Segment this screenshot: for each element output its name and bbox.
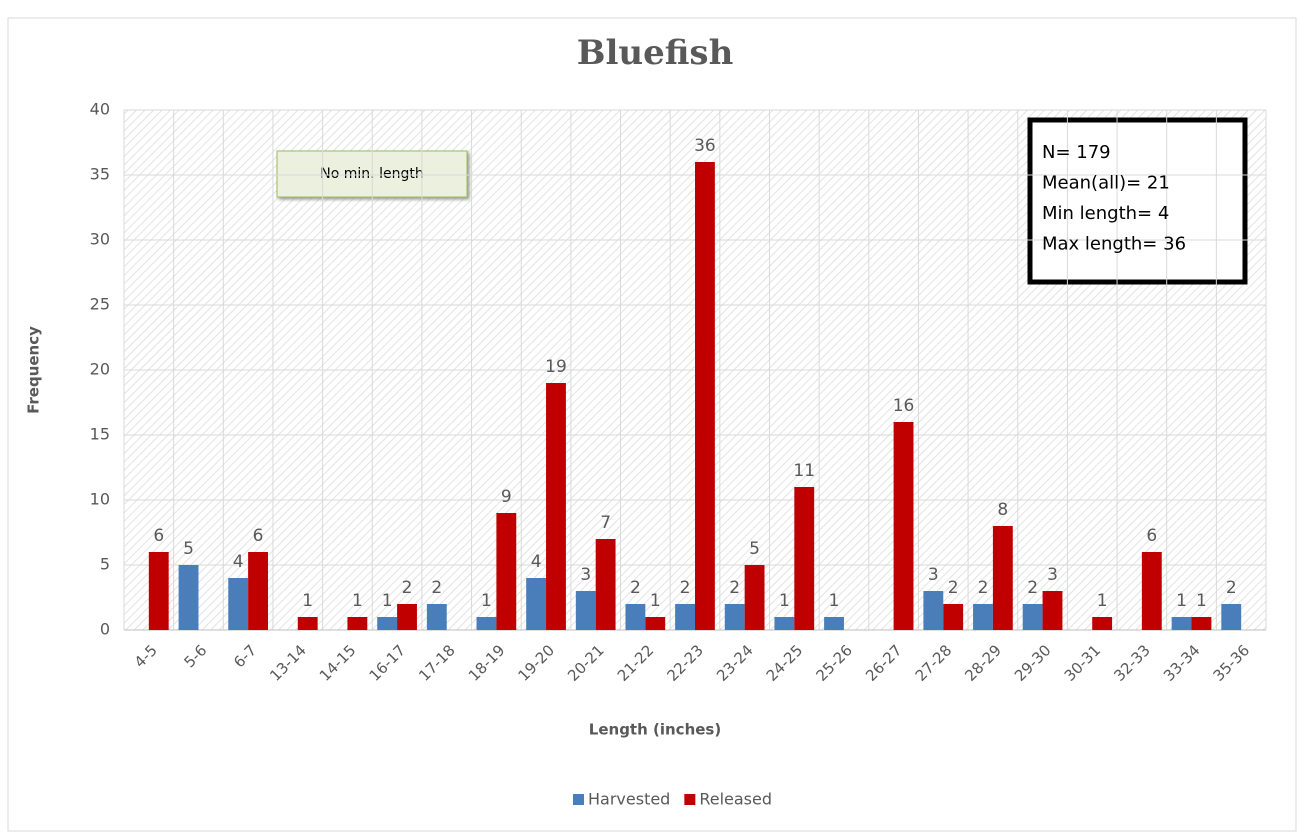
data-label: 1 [481,591,492,611]
data-label: 2 [630,578,641,598]
data-label: 2 [1226,578,1237,598]
bar [347,617,368,630]
bar [1191,617,1212,630]
data-label: 3 [928,565,939,585]
bar [992,526,1013,630]
bar [973,604,993,630]
bar [377,617,398,630]
data-label: 11 [793,461,815,481]
bar [625,604,646,630]
data-label: 1 [382,591,393,611]
data-label: 2 [402,578,413,598]
legend-label: Harvested [588,790,670,809]
stats-box [1027,117,1248,285]
y-tick-label: 25 [90,295,110,314]
data-label: 16 [893,396,915,416]
data-label: 1 [352,591,363,611]
bar [774,617,795,630]
legend-swatch [573,794,584,805]
bar [943,604,964,630]
data-label: 1 [829,591,840,611]
data-label: 4 [233,552,244,572]
bar [794,487,815,630]
data-label: 9 [501,487,512,507]
y-tick-label: 30 [90,230,110,249]
data-label: 8 [997,500,1008,520]
bar [645,617,666,630]
bar [297,617,318,630]
bar [1171,617,1192,630]
stats-line: Min length= 4 [1042,203,1169,224]
y-tick-label: 5 [100,555,110,574]
y-tick-label: 40 [90,100,110,119]
bar [1042,591,1063,630]
bar [1022,604,1043,630]
stats-line: Max length= 36 [1042,234,1186,255]
bar [695,162,715,630]
bar [476,617,497,630]
bar [148,552,169,630]
bar [546,383,566,630]
data-label: 3 [580,565,591,585]
data-label: 5 [749,539,760,559]
y-tick-label: 20 [90,360,110,379]
data-label: 2 [431,578,442,598]
bar [228,578,249,630]
data-label: 1 [1176,591,1187,611]
data-label: 3 [1047,565,1058,585]
bar [923,591,944,630]
bar [595,539,616,630]
legend-label: Released [699,790,772,809]
data-label: 2 [680,578,691,598]
y-axis-label: Frequency [25,326,43,414]
data-label: 1 [1097,591,1108,611]
data-label: 36 [694,136,716,156]
bar [248,552,268,630]
y-tick-label: 35 [90,165,110,184]
stats-line: Mean(all)= 21 [1042,173,1170,194]
data-label: 1 [1196,591,1207,611]
data-label: 7 [600,513,611,533]
bar [496,513,517,630]
data-label: 2 [729,578,740,598]
chart-title: Bluefish [577,33,734,73]
bar [526,578,547,630]
y-tick-label: 15 [90,425,110,444]
bar [724,604,745,630]
data-label: 4 [531,552,542,572]
data-label: 6 [253,526,264,546]
bar [426,604,447,630]
bar [893,422,914,630]
stats-line: N= 179 [1042,142,1111,163]
data-label: 2 [948,578,959,598]
bar [178,565,199,630]
bar [1092,617,1113,630]
bar [824,617,844,630]
y-tick-label: 10 [90,490,110,509]
data-label: 5 [183,539,194,559]
data-label: 19 [545,357,567,377]
y-tick-label: 0 [100,620,110,639]
bar [397,604,417,630]
data-label: 1 [779,591,790,611]
bar [744,565,765,630]
data-label: 2 [1027,578,1038,598]
x-axis-label: Length (inches) [589,721,721,739]
bar [575,591,596,630]
bar [675,604,695,630]
data-label: 2 [978,578,989,598]
legend-swatch [684,794,696,805]
bar [1221,604,1242,630]
data-label: 6 [1146,526,1157,546]
data-label: 6 [153,526,164,546]
data-label: 1 [650,591,661,611]
data-label: 1 [302,591,313,611]
bar [1141,552,1162,630]
